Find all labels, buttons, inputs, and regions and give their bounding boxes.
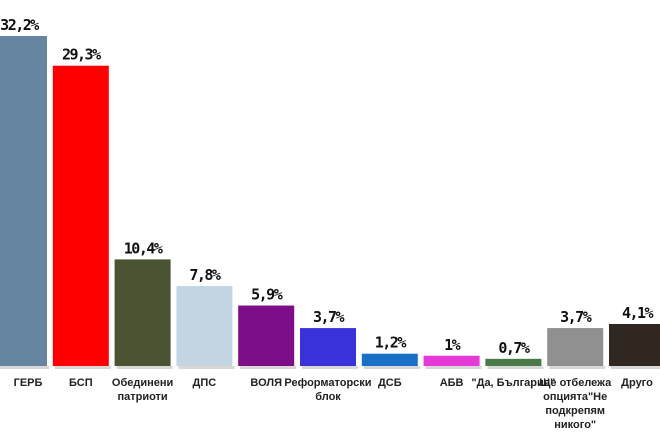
value-label-9: 3,7% (560, 308, 592, 326)
value-label-2: 10,4% (124, 239, 163, 257)
bar-shadow-7 (425, 366, 482, 369)
bar-shadow-3 (178, 366, 235, 369)
category-label-4: ВОЛЯ (250, 377, 282, 389)
category-labels-group: ГЕРБ БСП Обединени патриоти ДПС ВОЛЯ Реформато… (14, 377, 654, 431)
category-label-8-line-0: "Да, България" (471, 377, 555, 389)
bar-1 (52, 65, 109, 367)
category-label-9-line-1: опцията"Не (543, 391, 607, 403)
bar-shadow-8 (487, 366, 544, 369)
category-label-5-line-0: Реформаторски (284, 377, 371, 389)
category-label-5: Реформаторски блок (284, 377, 371, 403)
bar-8 (485, 358, 542, 366)
bar-0 (0, 36, 47, 366)
bar-shadow-4 (240, 366, 297, 369)
category-label-6-line-0: ДСБ (378, 377, 402, 389)
category-label-2-line-1: патриоти (117, 391, 167, 403)
bar-6 (361, 353, 418, 366)
category-label-9: Ще отбележа опцията"Не подкрепям никого" (539, 377, 612, 431)
category-label-9-line-3: никого" (554, 419, 596, 431)
bar-shadow-6 (363, 366, 420, 369)
value-label-7: 1% (444, 336, 461, 354)
bar-9 (547, 328, 604, 366)
bar-shadow-1 (54, 366, 111, 369)
value-label-3: 7,8% (189, 266, 221, 284)
category-label-0: ГЕРБ (14, 377, 43, 389)
bar-5 (300, 328, 356, 366)
bar-shadow-5 (302, 366, 358, 369)
bar-4 (238, 305, 295, 366)
category-label-6: ДСБ (378, 377, 402, 389)
category-label-1-line-0: БСП (69, 377, 93, 389)
category-label-2-line-0: Обединени (112, 377, 173, 389)
category-label-5-line-1: блок (315, 391, 341, 403)
bar-shadow-0 (0, 366, 49, 369)
category-label-4-line-0: ВОЛЯ (250, 377, 282, 389)
bar-2 (114, 259, 171, 366)
bar-shadow-9 (549, 366, 606, 369)
category-label-9-line-0: Ще отбележа (539, 377, 612, 389)
bars-group (0, 36, 660, 369)
bar-shadow-2 (116, 366, 173, 369)
value-label-4: 5,9% (251, 286, 283, 304)
category-label-10-line-0: Друго (621, 377, 653, 389)
category-label-7: АБВ (440, 377, 464, 389)
category-label-10: Друго (621, 377, 653, 389)
category-label-7-line-0: АБВ (440, 377, 464, 389)
category-label-2: Обединени патриоти (112, 377, 173, 403)
category-label-8: "Да, България" (471, 377, 555, 389)
value-label-1: 29,3% (62, 46, 101, 64)
value-label-10: 4,1% (622, 304, 654, 322)
category-label-1: БСП (69, 377, 93, 389)
value-labels-group: 32,2% 29,3% 10,4% 7,8% 5,9% 3,7% 1,2% 1% 0,7% 3,7… (0, 16, 655, 357)
category-label-3-line-0: ДПС (193, 377, 217, 389)
category-label-0-line-0: ГЕРБ (14, 377, 43, 389)
value-label-8: 0,7% (498, 339, 530, 357)
bar-3 (176, 286, 233, 366)
value-label-0: 32,2% (0, 16, 39, 34)
value-label-6: 1,2% (375, 334, 407, 352)
category-label-9-line-2: подкрепям (545, 405, 605, 417)
bar-shadow-10 (611, 366, 660, 369)
category-label-3: ДПС (193, 377, 217, 389)
bar-10 (609, 323, 660, 366)
bar-7 (423, 355, 480, 366)
value-label-5: 3,7% (313, 308, 345, 326)
